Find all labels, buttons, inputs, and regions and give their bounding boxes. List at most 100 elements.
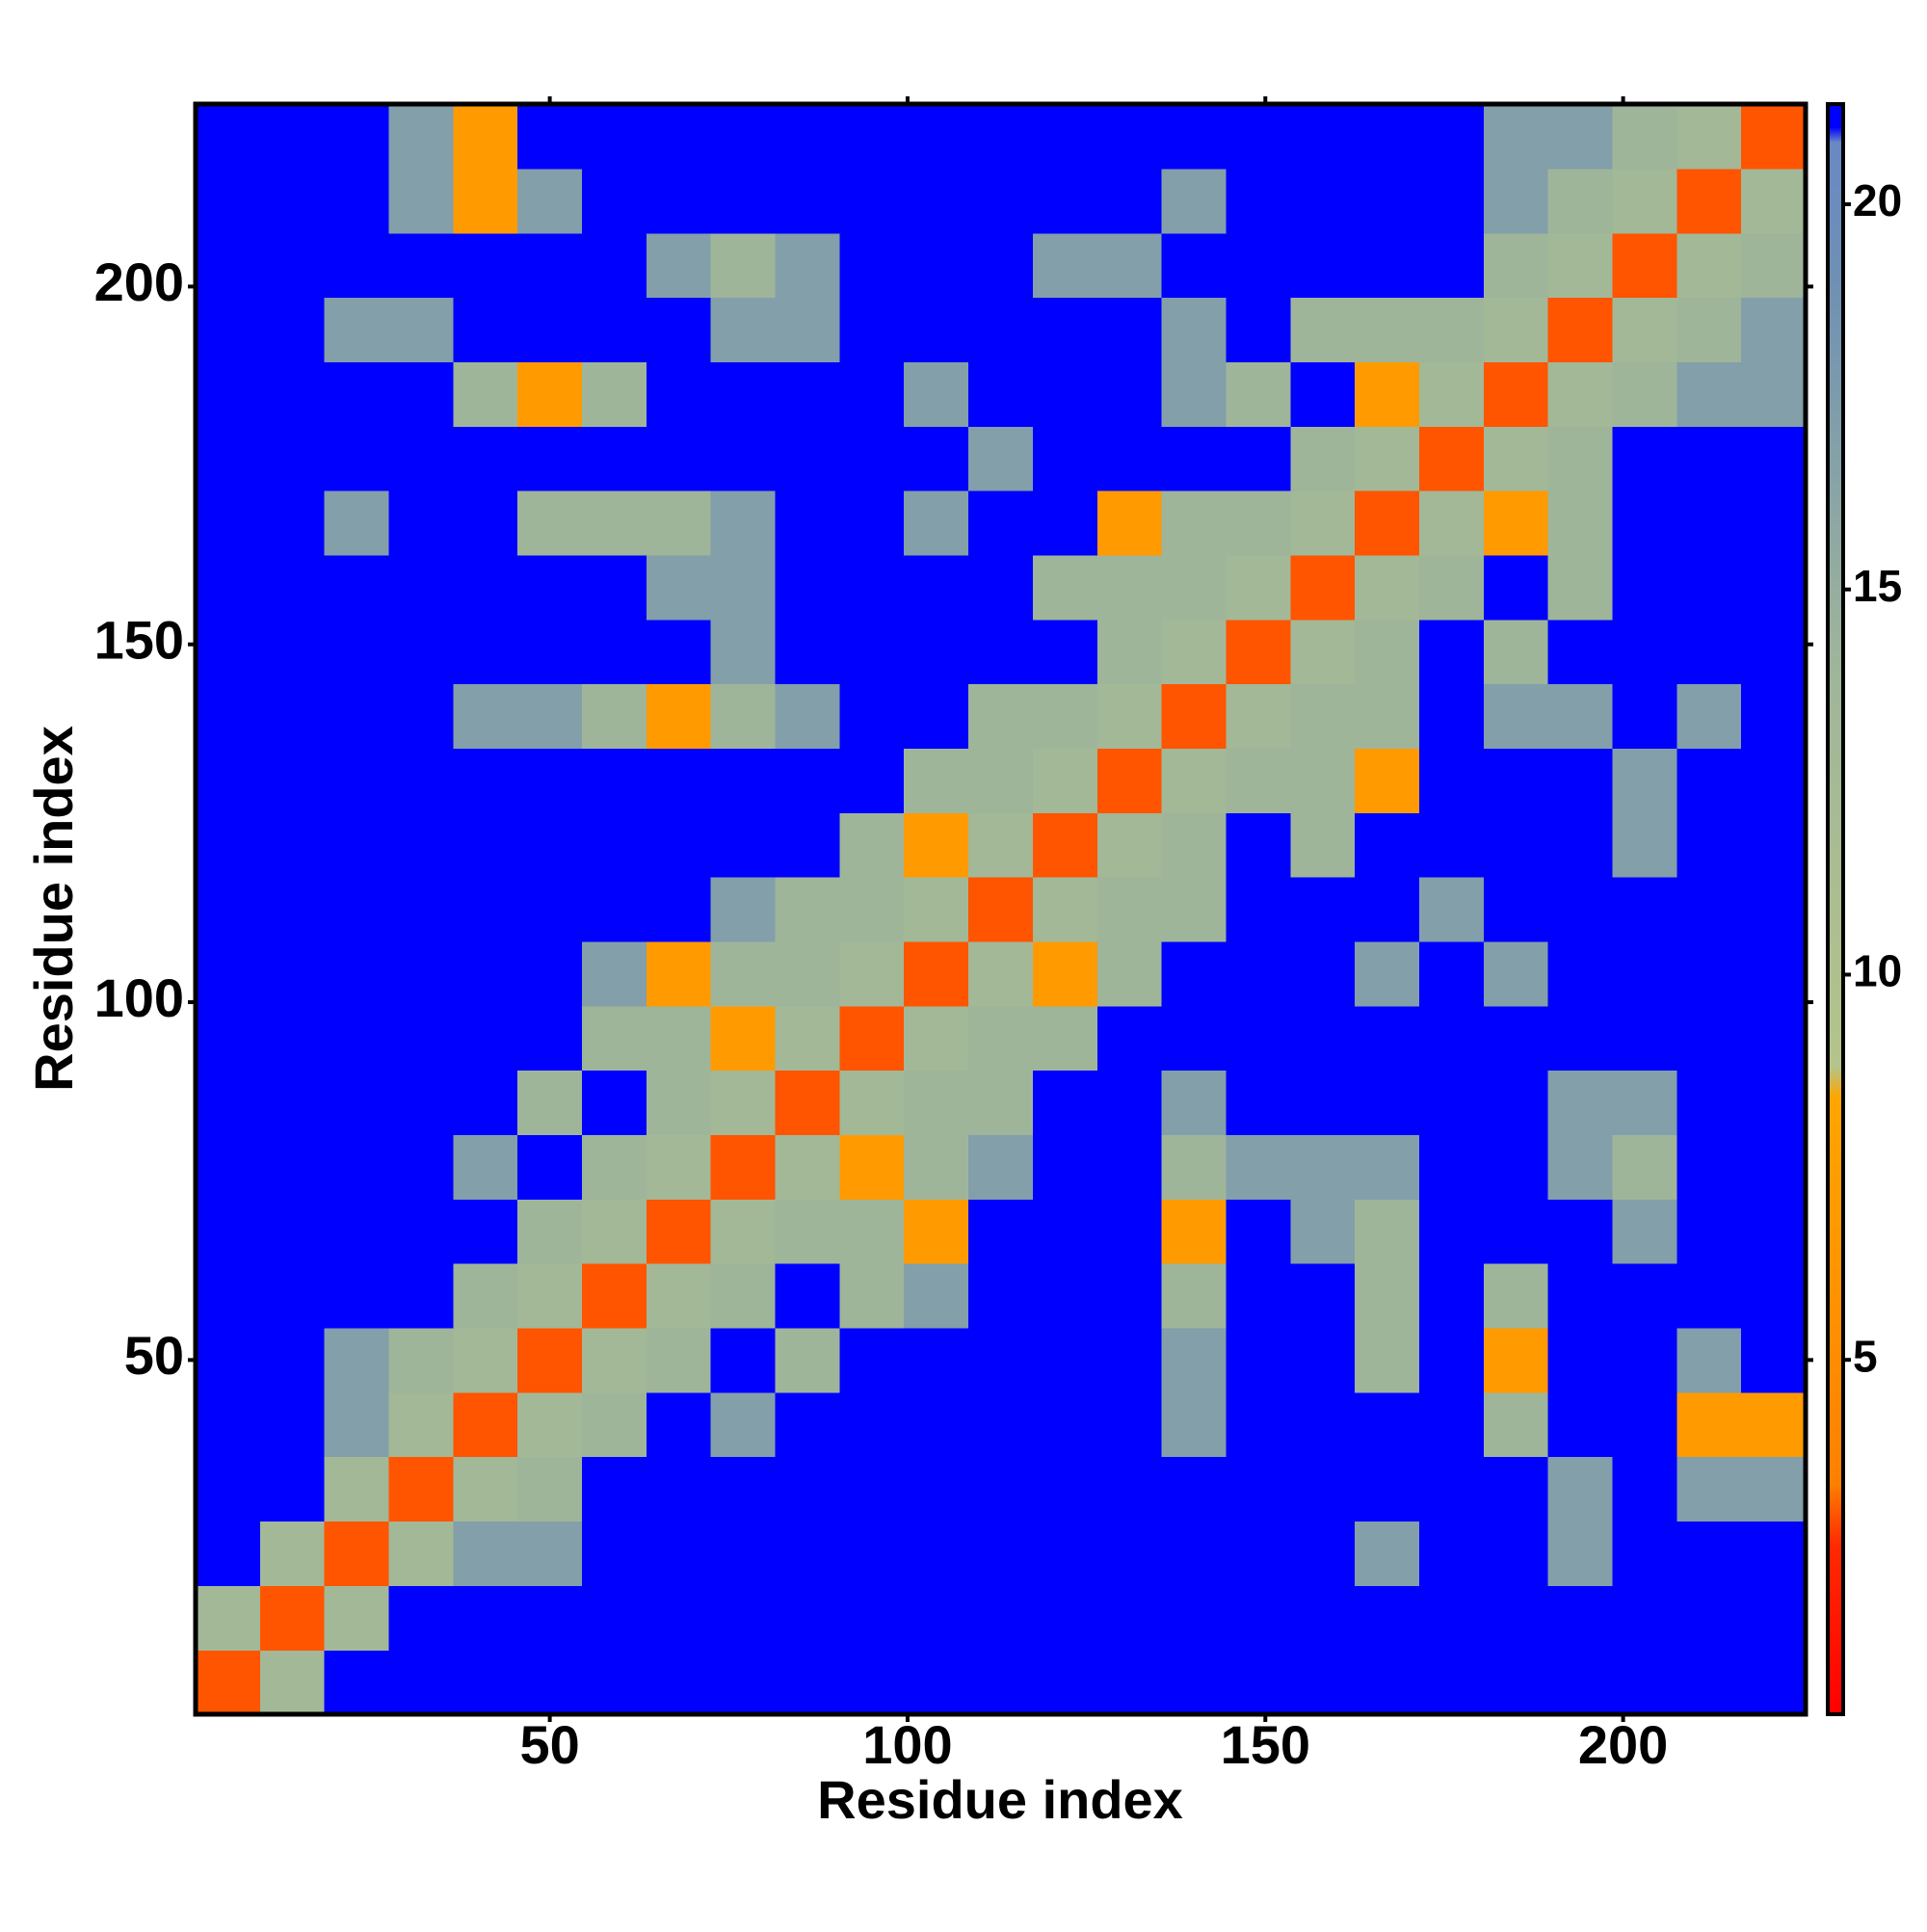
heatmap-cell <box>1096 1521 1163 1586</box>
heatmap-cell <box>710 1650 777 1715</box>
heatmap-cell <box>646 490 712 556</box>
heatmap-cell <box>1483 748 1549 813</box>
heatmap-cell <box>196 104 261 170</box>
heatmap-cell <box>1226 1521 1291 1586</box>
heatmap-cell <box>324 1391 390 1458</box>
heatmap-cell <box>1483 1070 1549 1136</box>
heatmap-cell <box>388 683 454 749</box>
heatmap-cell <box>1032 619 1098 685</box>
heatmap-cell <box>1096 619 1163 685</box>
heatmap-cell <box>1355 748 1420 813</box>
heatmap-cell <box>646 232 712 299</box>
heatmap-cell <box>904 1327 969 1393</box>
heatmap-cell <box>1612 554 1677 621</box>
heatmap-cell <box>646 1585 712 1651</box>
heatmap-cell <box>1741 812 1807 878</box>
heatmap-cell <box>582 1456 647 1522</box>
heatmap-cell <box>1547 1456 1614 1522</box>
heatmap-cell <box>1096 490 1163 556</box>
heatmap-cell <box>196 748 261 813</box>
heatmap-cell <box>904 1005 969 1072</box>
heatmap-cell <box>1226 1585 1291 1651</box>
heatmap-cell <box>1290 683 1356 749</box>
heatmap-cell <box>1612 490 1677 556</box>
heatmap-cell <box>839 1005 905 1072</box>
heatmap-cell <box>1226 1456 1291 1522</box>
heatmap-cell <box>1741 297 1807 362</box>
heatmap-cell <box>1547 940 1614 1007</box>
heatmap-cell <box>324 683 390 749</box>
heatmap-cell <box>710 748 777 813</box>
x-tick-label: 100 <box>862 1714 952 1775</box>
heatmap-cell <box>1290 426 1356 491</box>
heatmap-cell <box>710 1134 777 1200</box>
heatmap-cell <box>1161 748 1227 813</box>
heatmap-cell <box>1032 1327 1098 1393</box>
heatmap-cell <box>1547 1585 1614 1651</box>
heatmap-cell <box>1096 1005 1163 1072</box>
heatmap-cell <box>1096 554 1163 621</box>
heatmap-cell <box>1612 748 1677 813</box>
heatmap-cell <box>388 1650 454 1715</box>
heatmap-cell <box>324 297 390 362</box>
heatmap-cell <box>1676 683 1742 749</box>
heatmap-cell <box>968 104 1034 170</box>
heatmap-cell <box>582 940 647 1007</box>
heatmap-cell <box>324 1199 390 1264</box>
heatmap-cell <box>839 1456 905 1522</box>
heatmap-cell <box>775 748 840 813</box>
heatmap-cell <box>1741 877 1807 942</box>
heatmap-cell <box>646 812 712 878</box>
heatmap-cell <box>968 1005 1034 1072</box>
heatmap-cell <box>1483 232 1549 299</box>
heatmap-cell <box>388 1199 454 1264</box>
heatmap-cell <box>582 812 647 878</box>
heatmap-cell <box>388 1456 454 1522</box>
heatmap-cell <box>1483 619 1549 685</box>
colorbar-tick-label: 20 <box>1853 175 1902 225</box>
y-tick-label: 200 <box>94 251 184 312</box>
heatmap-cell <box>453 297 518 362</box>
heatmap-cell <box>196 1199 261 1264</box>
heatmap-cell <box>1741 748 1807 813</box>
heatmap-cell <box>259 1005 326 1072</box>
heatmap-cell <box>968 490 1034 556</box>
heatmap-cell <box>646 1327 712 1393</box>
heatmap-cell <box>517 1585 583 1651</box>
heatmap-cell <box>1547 297 1614 362</box>
heatmap-cell <box>646 1391 712 1458</box>
heatmap-cell <box>1161 297 1227 362</box>
heatmap-cell <box>839 1070 905 1136</box>
heatmap-cell <box>1226 426 1291 491</box>
heatmap-cell <box>775 168 840 234</box>
heatmap-cell <box>1226 748 1291 813</box>
heatmap-cell <box>1612 1005 1677 1072</box>
heatmap-cell <box>904 297 969 362</box>
heatmap-cell <box>1676 168 1742 234</box>
heatmap-cell <box>839 877 905 942</box>
heatmap <box>196 104 1807 1715</box>
heatmap-cell <box>775 1327 840 1393</box>
heatmap-cell <box>839 1134 905 1200</box>
heatmap-cell <box>1741 1327 1807 1393</box>
heatmap-cell <box>1418 812 1485 878</box>
heatmap-cell <box>710 426 777 491</box>
heatmap-cell <box>775 1070 840 1136</box>
heatmap-cell <box>517 812 583 878</box>
heatmap-cell <box>1032 232 1098 299</box>
heatmap-cell <box>453 361 518 427</box>
heatmap-cell <box>1161 1456 1227 1522</box>
x-tick-label: 150 <box>1221 1714 1310 1775</box>
heatmap-cell <box>196 490 261 556</box>
heatmap-cell <box>775 1650 840 1715</box>
heatmap-cell <box>1355 1263 1420 1329</box>
heatmap-cell <box>968 1521 1034 1586</box>
heatmap-cell <box>1547 554 1614 621</box>
heatmap-cell <box>1741 1134 1807 1200</box>
heatmap-cell <box>259 940 326 1007</box>
heatmap-cell <box>517 1199 583 1264</box>
heatmap-cell <box>904 1070 969 1136</box>
heatmap-cell <box>1483 1327 1549 1393</box>
heatmap-cell <box>710 104 777 170</box>
heatmap-cell <box>517 297 583 362</box>
